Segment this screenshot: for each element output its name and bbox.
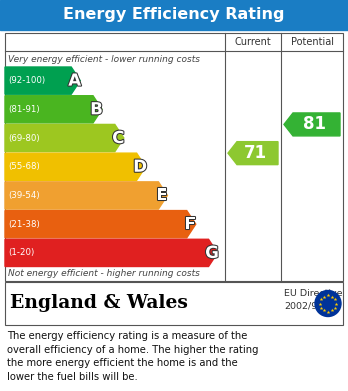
- Polygon shape: [5, 211, 196, 238]
- Text: (21-38): (21-38): [8, 220, 40, 229]
- Text: EU Directive: EU Directive: [284, 289, 342, 298]
- Circle shape: [315, 291, 341, 316]
- Polygon shape: [5, 239, 218, 267]
- Text: (55-68): (55-68): [8, 162, 40, 171]
- Text: England & Wales: England & Wales: [10, 294, 188, 312]
- Text: (1-20): (1-20): [8, 248, 34, 257]
- Text: E: E: [156, 187, 168, 204]
- Bar: [5, 33, 343, 281]
- Polygon shape: [228, 142, 278, 165]
- Text: D: D: [133, 158, 147, 176]
- Text: 81: 81: [302, 115, 325, 133]
- Text: G: G: [205, 244, 219, 262]
- Text: The energy efficiency rating is a measure of the
overall efficiency of a home. T: The energy efficiency rating is a measur…: [7, 331, 259, 382]
- Text: F: F: [184, 215, 196, 233]
- Polygon shape: [5, 67, 80, 94]
- Polygon shape: [5, 182, 167, 209]
- Text: (69-80): (69-80): [8, 134, 40, 143]
- Text: Energy Efficiency Rating: Energy Efficiency Rating: [63, 7, 285, 23]
- Polygon shape: [5, 96, 102, 123]
- Text: A: A: [68, 72, 81, 90]
- Text: (81-91): (81-91): [8, 105, 40, 114]
- Text: (39-54): (39-54): [8, 191, 40, 200]
- Text: (92-100): (92-100): [8, 76, 45, 85]
- Text: Current: Current: [235, 37, 271, 47]
- Text: Very energy efficient - lower running costs: Very energy efficient - lower running co…: [8, 54, 200, 63]
- Text: Not energy efficient - higher running costs: Not energy efficient - higher running co…: [8, 269, 200, 278]
- Polygon shape: [5, 153, 145, 180]
- Polygon shape: [5, 124, 124, 152]
- Bar: [0, 0, 348, 30]
- Text: C: C: [112, 129, 125, 147]
- Bar: [5, 282, 343, 325]
- Polygon shape: [284, 113, 340, 136]
- Text: 71: 71: [244, 144, 267, 162]
- Text: B: B: [90, 100, 103, 118]
- Text: 2002/91/EC: 2002/91/EC: [284, 301, 339, 310]
- Text: Potential: Potential: [291, 37, 333, 47]
